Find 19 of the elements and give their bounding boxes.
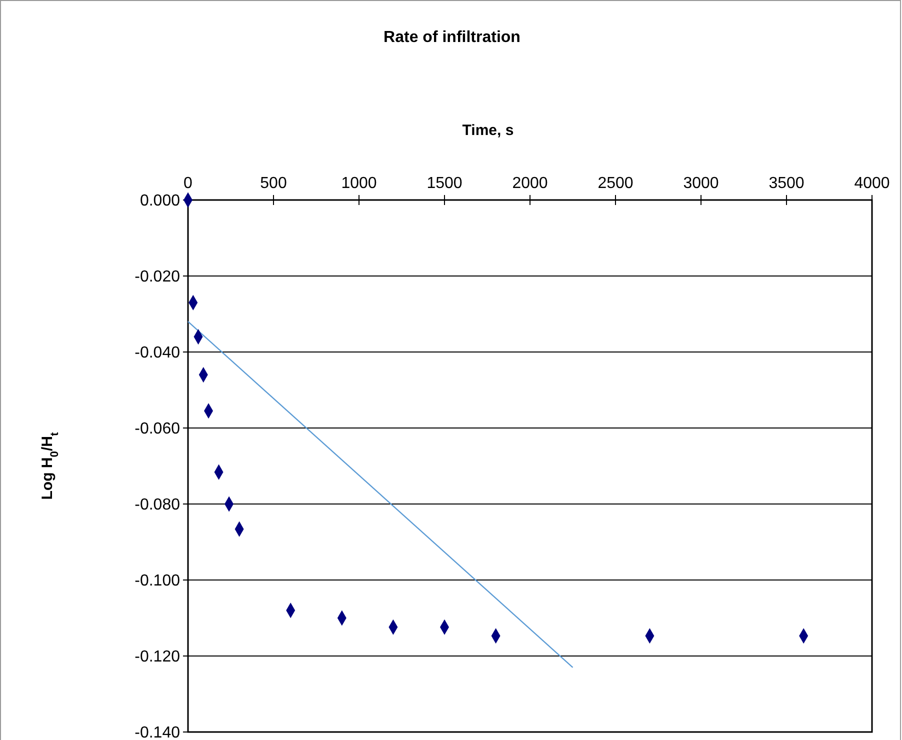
y-tick-label: -0.020: [134, 268, 180, 286]
y-tick-label: -0.120: [134, 648, 180, 666]
x-tick-label: 1500: [426, 175, 462, 192]
x-axis-title: Time, s: [462, 122, 514, 139]
x-tick-label: 3500: [768, 175, 804, 192]
chart-title: Rate of infiltration: [384, 29, 520, 46]
x-tick-label: 0: [184, 175, 193, 192]
y-tick-label: -0.100: [134, 572, 180, 590]
y-tick-label: -0.060: [134, 420, 180, 438]
x-tick-label: 500: [260, 175, 287, 192]
y-tick-label: -0.140: [134, 724, 180, 740]
x-tick-label: 2000: [512, 175, 548, 192]
x-tick-label: 2500: [598, 175, 634, 192]
x-tick-label: 3000: [683, 175, 719, 192]
x-tick-label: 4000: [854, 175, 890, 192]
x-tick-label: 1000: [341, 175, 377, 192]
y-tick-label: -0.040: [134, 344, 180, 362]
y-tick-label: 0.000: [140, 192, 180, 210]
y-tick-label: -0.080: [134, 496, 180, 514]
